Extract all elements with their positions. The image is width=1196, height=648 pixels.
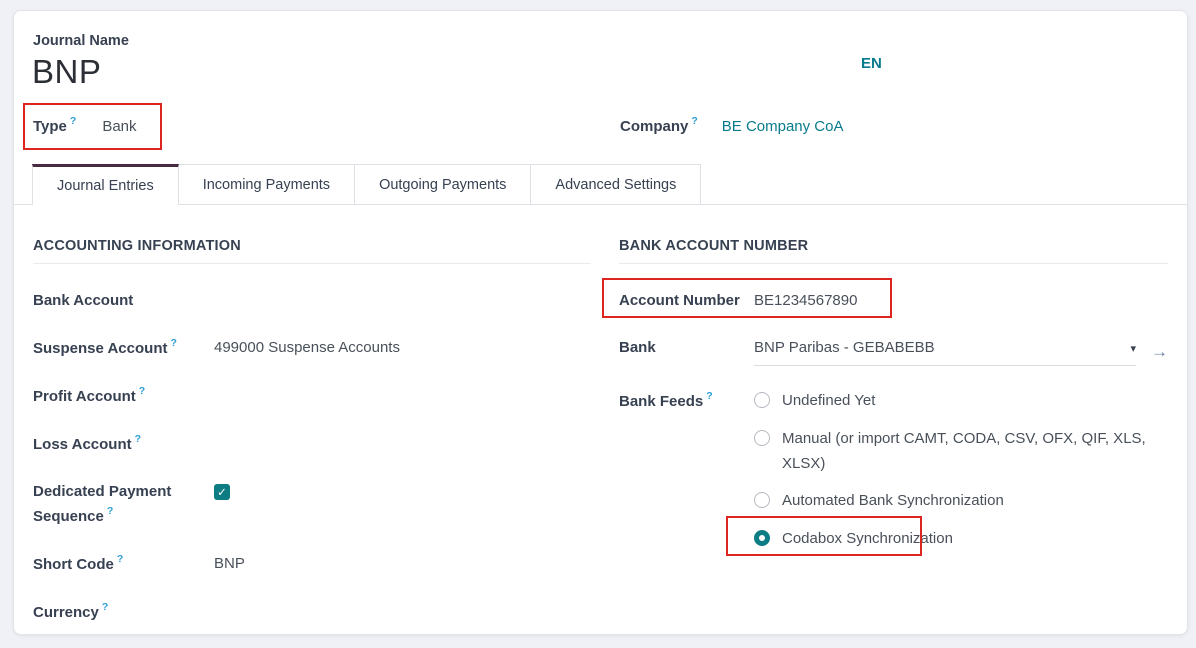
company-help-icon[interactable]: ? — [691, 115, 698, 127]
bank-account-number-section: BANK ACCOUNT NUMBER Account Number BE123… — [602, 238, 1168, 648]
tab-content-journal-entries: ACCOUNTING INFORMATION Bank Account Susp… — [14, 205, 1187, 648]
short-code-label: Short Code? — [33, 553, 124, 573]
suspense-account-row: Suspense Account? 499000 Suspense Accoun… — [33, 336, 591, 361]
journal-name-value[interactable]: BNP — [32, 53, 102, 90]
currency-row: Currency? — [33, 600, 591, 625]
internal-link-arrow-icon[interactable]: → — [1151, 341, 1168, 361]
type-value[interactable]: Bank — [102, 118, 137, 135]
currency-label: Currency? — [33, 601, 109, 621]
suspense-account-help-icon[interactable]: ? — [170, 337, 177, 349]
bank-value[interactable]: BNP Paribas - GEBABEBB — [754, 339, 935, 356]
short-code-row: Short Code? BNP — [33, 552, 591, 577]
tab-journal-entries[interactable]: Journal Entries — [32, 164, 179, 205]
bank-account-label: Bank Account — [33, 292, 134, 309]
loss-account-label: Loss Account? — [33, 433, 142, 453]
radio-label[interactable]: Manual (or import CAMT, CODA, CSV, OFX, … — [782, 429, 1146, 472]
bank-feeds-options: Undefined Yet Manual (or import CAMT, CO… — [726, 389, 1168, 565]
profit-account-label: Profit Account? — [33, 385, 146, 405]
radio-icon[interactable] — [754, 392, 770, 408]
currency-help-icon[interactable]: ? — [101, 601, 109, 613]
tab-advanced-settings[interactable]: Advanced Settings — [531, 164, 702, 204]
dedicated-payment-sequence-checkbox[interactable]: ✓ — [214, 484, 230, 500]
dedicated-payment-sequence-row: Dedicated Payment Sequence? ✓ — [33, 480, 591, 529]
suspense-account-label: Suspense Account? — [33, 337, 177, 357]
journal-form-card: Journal Name BNP EN Type? Bank Company? … — [13, 10, 1188, 635]
language-badge[interactable]: EN — [861, 55, 882, 72]
radio-option-undefined-yet[interactable]: Undefined Yet — [754, 389, 1168, 414]
profit-account-help-icon[interactable]: ? — [138, 385, 146, 397]
radio-label[interactable]: Undefined Yet — [782, 392, 876, 409]
type-help-icon[interactable]: ? — [69, 115, 77, 127]
type-label: Type? — [33, 115, 77, 135]
radio-checked-icon[interactable] — [754, 530, 770, 546]
dedicated-payment-sequence-help-icon[interactable]: ? — [106, 505, 114, 517]
caret-down-icon[interactable]: ▾ — [1130, 342, 1136, 355]
radio-icon[interactable] — [754, 492, 770, 509]
short-code-value[interactable]: BNP — [214, 555, 245, 572]
tab-outgoing-payments[interactable]: Outgoing Payments — [355, 164, 532, 204]
loss-account-row: Loss Account? — [33, 432, 591, 457]
loss-account-help-icon[interactable]: ? — [134, 433, 142, 445]
radio-option-manual-import[interactable]: Manual (or import CAMT, CODA, CSV, OFX, … — [754, 427, 1168, 477]
accounting-information-section: ACCOUNTING INFORMATION Bank Account Susp… — [33, 238, 591, 648]
radio-label[interactable]: Automated Bank Synchronization — [782, 492, 1004, 510]
bank-combobox[interactable]: BNP Paribas - GEBABEBB ▾ — [754, 336, 1136, 366]
suspense-account-value[interactable]: 499000 Suspense Accounts — [214, 339, 400, 356]
form-header: Journal Name BNP EN Type? Bank Company? … — [14, 11, 1187, 164]
accounting-information-title: ACCOUNTING INFORMATION — [33, 238, 591, 264]
company-label: Company? — [620, 115, 698, 135]
tab-incoming-payments[interactable]: Incoming Payments — [178, 164, 356, 204]
radio-icon[interactable] — [754, 429, 770, 446]
radio-option-codabox-sync[interactable]: Codabox Synchronization — [726, 516, 1168, 556]
bank-row: Bank BNP Paribas - GEBABEBB ▾ → — [619, 336, 1168, 366]
company-value-link[interactable]: BE Company CoA — [721, 118, 844, 135]
short-code-help-icon[interactable]: ? — [116, 553, 124, 565]
bank-feeds-label: Bank Feeds? — [619, 390, 713, 410]
account-number-label: Account Number — [619, 292, 740, 309]
account-number-row: Account Number BE1234567890 — [602, 278, 1168, 318]
journal-name-label: Journal Name — [33, 33, 129, 49]
bank-account-number-title: BANK ACCOUNT NUMBER — [619, 238, 1168, 264]
radio-label[interactable]: Codabox Synchronization — [782, 530, 953, 547]
profit-account-row: Profit Account? — [33, 384, 591, 409]
bank-feeds-help-icon[interactable]: ? — [706, 390, 713, 402]
type-field-highlighted: Type? Bank — [23, 103, 162, 150]
bank-label: Bank — [619, 339, 656, 356]
bank-account-row: Bank Account — [33, 289, 591, 313]
notebook-tab-bar: Journal Entries Incoming Payments Outgoi… — [14, 164, 1187, 205]
bank-feeds-row: Bank Feeds? Undefined Yet Manual (or imp… — [619, 389, 1168, 565]
dedicated-payment-sequence-label: Dedicated Payment Sequence? — [33, 483, 172, 525]
account-number-value[interactable]: BE1234567890 — [754, 292, 858, 309]
company-field: Company? BE Company CoA — [620, 115, 844, 135]
radio-option-automated-bank-sync[interactable]: Automated Bank Synchronization — [754, 489, 1168, 514]
